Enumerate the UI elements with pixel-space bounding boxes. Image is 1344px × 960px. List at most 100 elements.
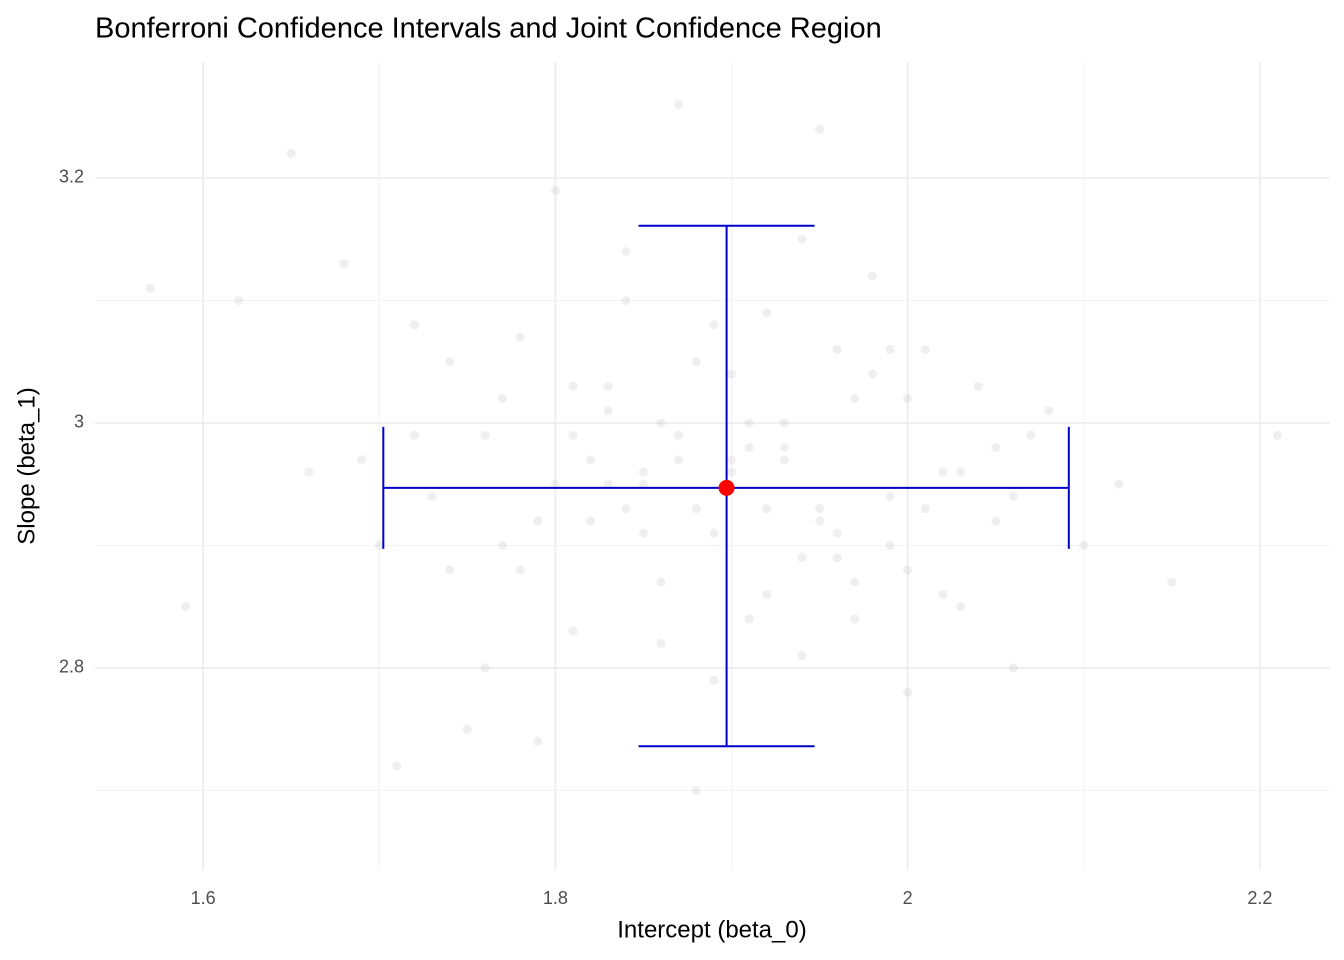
sample-point <box>374 540 384 550</box>
sample-point <box>621 295 631 305</box>
sample-point <box>568 381 578 391</box>
sample-point <box>181 602 191 612</box>
sample-point <box>955 467 965 477</box>
x-tick-label: 2.2 <box>1247 888 1272 908</box>
sample-point <box>832 528 842 538</box>
sample-point <box>779 442 789 452</box>
sample-point <box>621 246 631 256</box>
sample-point <box>498 540 508 550</box>
sample-point <box>656 418 666 428</box>
sample-point <box>744 418 754 428</box>
sample-point <box>955 602 965 612</box>
sample-point <box>1079 540 1089 550</box>
sample-point <box>145 283 155 293</box>
sample-point <box>815 516 825 526</box>
sample-point <box>744 614 754 624</box>
sample-point <box>1044 406 1054 416</box>
sample-point <box>568 430 578 440</box>
sample-point <box>515 332 525 342</box>
sample-point <box>498 393 508 403</box>
sample-point <box>1114 479 1124 489</box>
sample-point <box>480 430 490 440</box>
sample-point <box>885 540 895 550</box>
sample-point <box>674 430 684 440</box>
sample-point <box>357 455 367 465</box>
sample-point <box>568 626 578 636</box>
chart-title: Bonferroni Confidence Intervals and Join… <box>95 13 882 45</box>
sample-point <box>867 369 877 379</box>
sample-point <box>744 442 754 452</box>
sample-point <box>797 553 807 563</box>
sample-point <box>286 148 296 158</box>
sample-point <box>586 455 596 465</box>
sample-point <box>850 577 860 587</box>
sample-point <box>832 344 842 354</box>
sample-point <box>656 577 666 587</box>
sample-point <box>1167 577 1177 587</box>
x-tick-label: 1.8 <box>543 888 568 908</box>
sample-point <box>903 687 913 697</box>
sample-point <box>727 369 737 379</box>
sample-point <box>727 455 737 465</box>
sample-point <box>603 381 613 391</box>
sample-point <box>850 614 860 624</box>
sample-point <box>586 516 596 526</box>
sample-point <box>709 320 719 330</box>
sample-point <box>991 516 1001 526</box>
sample-point <box>727 467 737 477</box>
sample-point <box>867 271 877 281</box>
estimate-point <box>718 479 735 496</box>
sample-point <box>638 528 648 538</box>
sample-point <box>815 504 825 514</box>
x-axis-title: Intercept (beta_0) <box>617 916 806 943</box>
sample-point <box>409 430 419 440</box>
sample-point <box>832 553 842 563</box>
sample-point <box>427 491 437 501</box>
sample-point <box>233 295 243 305</box>
sample-point <box>938 467 948 477</box>
sample-point <box>533 736 543 746</box>
y-axis-title: Slope (beta_1) <box>13 387 40 544</box>
sample-point <box>1026 430 1036 440</box>
sample-point <box>674 100 684 110</box>
sample-point <box>885 344 895 354</box>
sample-point <box>409 320 419 330</box>
sample-point <box>885 491 895 501</box>
sample-point <box>973 381 983 391</box>
sample-point <box>797 234 807 244</box>
sample-point <box>656 638 666 648</box>
sample-point <box>515 565 525 575</box>
sample-point <box>445 357 455 367</box>
sample-point <box>1008 491 1018 501</box>
sample-point <box>762 504 772 514</box>
sample-point <box>533 516 543 526</box>
sample-point <box>691 357 701 367</box>
sample-point <box>1008 663 1018 673</box>
x-tick-label: 2 <box>903 888 913 908</box>
sample-point <box>603 479 613 489</box>
sample-point <box>603 406 613 416</box>
y-tick-label: 3.2 <box>59 167 84 187</box>
y-tick-label: 2.8 <box>59 657 84 677</box>
sample-point <box>550 479 560 489</box>
sample-point <box>920 504 930 514</box>
sample-point <box>815 124 825 134</box>
sample-point <box>674 455 684 465</box>
sample-point <box>903 565 913 575</box>
sample-point <box>638 479 648 489</box>
sample-point <box>762 589 772 599</box>
sample-point <box>779 418 789 428</box>
sample-point <box>480 663 490 673</box>
sample-point <box>339 259 349 269</box>
sample-point <box>462 724 472 734</box>
sample-point <box>1273 430 1283 440</box>
sample-point <box>920 344 930 354</box>
sample-point <box>638 467 648 477</box>
sample-point <box>691 504 701 514</box>
sample-point <box>779 455 789 465</box>
sample-point <box>762 308 772 318</box>
sample-point <box>392 761 402 771</box>
sample-point <box>991 442 1001 452</box>
